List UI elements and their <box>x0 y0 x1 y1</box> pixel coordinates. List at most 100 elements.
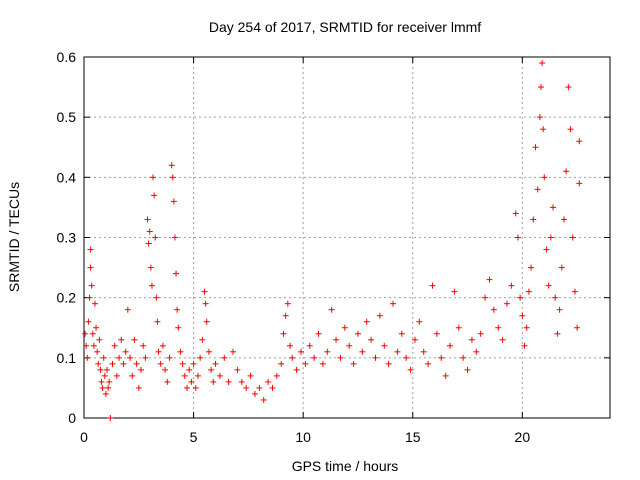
data-point <box>425 360 432 367</box>
data-point <box>205 348 212 355</box>
data-point <box>84 354 91 361</box>
data-point <box>251 390 258 397</box>
y-tick-label: 0.6 <box>57 49 77 65</box>
data-point <box>104 366 111 373</box>
data-point <box>398 330 405 337</box>
data-point <box>411 336 418 343</box>
data-point <box>545 282 552 289</box>
chart-title: Day 254 of 2017, SRMTID for receiver lmm… <box>209 19 481 35</box>
data-point <box>438 354 445 361</box>
data-point <box>144 216 151 223</box>
data-point <box>565 84 572 91</box>
data-point <box>341 324 348 331</box>
data-point <box>528 264 535 271</box>
data-point <box>433 330 440 337</box>
data-point <box>407 366 414 373</box>
data-point <box>517 294 524 301</box>
data-point <box>468 336 475 343</box>
data-point <box>150 174 157 181</box>
data-point <box>337 354 344 361</box>
data-point <box>82 330 89 337</box>
data-point <box>197 354 204 361</box>
data-point <box>385 360 392 367</box>
data-point <box>558 264 565 271</box>
data-point <box>159 342 166 349</box>
data-point <box>550 204 557 211</box>
data-point <box>234 366 241 373</box>
data-point <box>199 336 206 343</box>
data-point <box>97 366 104 373</box>
data-point <box>541 174 548 181</box>
data-point <box>109 360 116 367</box>
data-point <box>225 378 232 385</box>
data-point <box>100 354 107 361</box>
data-point <box>381 342 388 349</box>
data-point <box>260 396 267 403</box>
data-point <box>175 324 182 331</box>
data-point <box>556 306 563 313</box>
data-point <box>473 348 480 355</box>
data-point <box>420 348 427 355</box>
data-point <box>315 330 322 337</box>
y-tick-label: 0.5 <box>57 109 77 125</box>
data-point <box>442 372 449 379</box>
data-point <box>179 360 186 367</box>
data-point <box>164 378 171 385</box>
data-point <box>171 234 178 241</box>
data-point <box>523 324 530 331</box>
data-point <box>133 360 140 367</box>
data-point <box>429 282 436 289</box>
data-point <box>162 366 169 373</box>
data-point <box>346 342 353 349</box>
data-point <box>567 126 574 133</box>
data-point <box>93 324 100 331</box>
data-point <box>188 378 195 385</box>
data-point <box>569 234 576 241</box>
data-point <box>455 324 462 331</box>
data-point <box>230 348 237 355</box>
data-point <box>416 318 423 325</box>
data-point <box>177 348 184 355</box>
y-tick-label: 0 <box>68 410 76 426</box>
data-point <box>273 372 280 379</box>
data-point <box>372 354 379 361</box>
data-point <box>194 372 201 379</box>
data-point <box>120 360 127 367</box>
data-point <box>302 360 309 367</box>
data-point <box>135 384 142 391</box>
data-point <box>508 282 515 289</box>
x-tick-label: 5 <box>190 429 198 445</box>
data-point <box>122 348 129 355</box>
data-point <box>95 360 102 367</box>
data-point <box>319 360 326 367</box>
data-point <box>486 276 493 283</box>
data-point <box>499 336 506 343</box>
data-point <box>265 378 272 385</box>
data-point <box>90 342 97 349</box>
data-point <box>247 372 254 379</box>
data-point <box>83 342 90 349</box>
data-point <box>96 336 103 343</box>
data-point <box>221 354 228 361</box>
data-point <box>547 234 554 241</box>
data-point <box>563 168 570 175</box>
data-point <box>256 384 263 391</box>
data-point <box>89 330 96 337</box>
data-point <box>116 354 123 361</box>
data-point <box>124 306 131 313</box>
data-point <box>192 384 199 391</box>
data-point <box>243 384 250 391</box>
data-point <box>86 294 93 301</box>
data-point <box>87 264 94 271</box>
data-point <box>169 174 176 181</box>
data-point <box>155 348 162 355</box>
data-point <box>554 330 561 337</box>
data-point <box>512 210 519 217</box>
data-point <box>576 138 583 145</box>
data-point <box>168 162 175 169</box>
data-point <box>148 282 155 289</box>
data-point <box>140 342 147 349</box>
data-point <box>181 372 188 379</box>
data-point <box>376 312 383 319</box>
data-point <box>490 306 497 313</box>
